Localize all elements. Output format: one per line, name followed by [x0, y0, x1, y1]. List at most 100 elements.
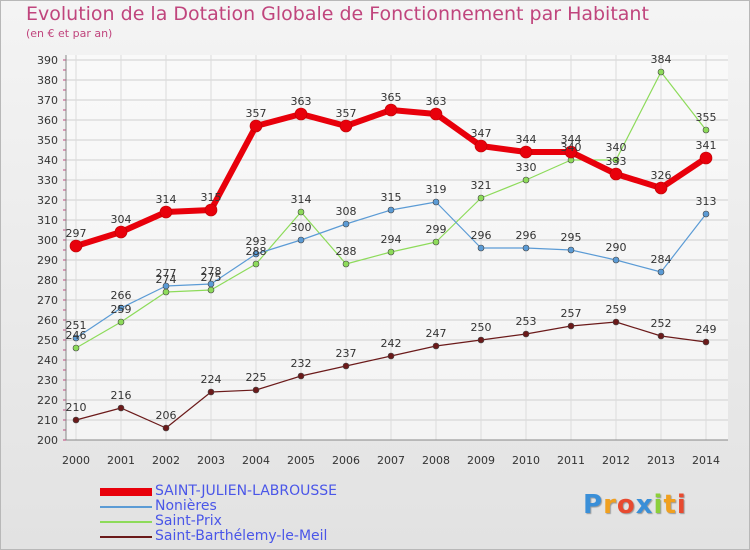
data-point — [204, 203, 218, 217]
data-label: 288 — [336, 245, 357, 258]
data-label: 344 — [516, 133, 537, 146]
data-label: 259 — [606, 303, 627, 316]
legend-label: Nonières — [155, 498, 217, 514]
data-point — [477, 336, 485, 344]
y-tick-label: 230 — [37, 374, 58, 387]
y-tick-label: 380 — [37, 74, 58, 87]
data-label: 308 — [336, 205, 357, 218]
y-tick-label: 220 — [37, 394, 58, 407]
data-point — [384, 103, 398, 117]
data-label: 266 — [111, 289, 132, 302]
data-point — [207, 280, 215, 288]
data-label: 304 — [111, 213, 132, 226]
data-label: 247 — [426, 327, 447, 340]
data-label: 341 — [696, 139, 717, 152]
logo-letter: x — [635, 490, 654, 520]
data-label: 294 — [381, 233, 402, 246]
data-label: 355 — [696, 111, 717, 124]
x-tick-label: 2004 — [242, 454, 270, 467]
data-point — [702, 210, 710, 218]
y-tick-label: 360 — [37, 114, 58, 127]
data-label: 232 — [291, 357, 312, 370]
x-tick-label: 2000 — [62, 454, 90, 467]
data-point — [207, 286, 215, 294]
data-point — [429, 107, 443, 121]
legend-label: Saint-Barthélemy-le-Meil — [155, 528, 328, 544]
data-label: 326 — [651, 169, 672, 182]
y-tick-label: 260 — [37, 314, 58, 327]
data-point — [522, 330, 530, 338]
data-point — [699, 151, 713, 165]
data-point — [564, 145, 578, 159]
proxiti-logo: Proxiti — [583, 490, 687, 520]
x-tick-label: 2012 — [602, 454, 630, 467]
data-label: 340 — [561, 141, 582, 154]
data-point — [432, 238, 440, 246]
logo-letter: P — [583, 490, 604, 520]
data-label: 296 — [516, 229, 537, 242]
y-tick-label: 350 — [37, 134, 58, 147]
data-point — [207, 388, 215, 396]
data-label: 251 — [66, 319, 87, 332]
data-point — [342, 220, 350, 228]
data-point — [567, 322, 575, 330]
y-tick-label: 330 — [37, 174, 58, 187]
x-tick-label: 2009 — [467, 454, 495, 467]
x-tick-label: 2010 — [512, 454, 540, 467]
data-point — [249, 119, 263, 133]
data-point — [522, 244, 530, 252]
data-label: 319 — [426, 183, 447, 196]
data-point — [297, 372, 305, 380]
logo-letter: i — [653, 490, 664, 520]
data-point — [72, 334, 80, 342]
y-tick-label: 310 — [37, 214, 58, 227]
y-tick-label: 210 — [37, 414, 58, 427]
data-label: 253 — [516, 315, 537, 328]
data-label: 242 — [381, 337, 402, 350]
data-label: 225 — [246, 371, 267, 384]
data-label: 340 — [606, 141, 627, 154]
data-label: 278 — [201, 265, 222, 278]
data-label: 357 — [246, 107, 267, 120]
data-label: 321 — [471, 179, 492, 192]
legend-label: SAINT-JULIEN-LABROUSSE — [155, 483, 338, 499]
data-point — [519, 145, 533, 159]
data-label: 314 — [291, 193, 312, 206]
data-label: 313 — [696, 195, 717, 208]
data-label: 363 — [291, 95, 312, 108]
data-label: 250 — [471, 321, 492, 334]
y-tick-label: 300 — [37, 234, 58, 247]
data-label: 384 — [651, 53, 672, 66]
data-point — [117, 304, 125, 312]
data-point — [702, 338, 710, 346]
data-label: 344 — [561, 133, 582, 146]
data-label: 246 — [66, 329, 87, 342]
data-label: 290 — [606, 241, 627, 254]
data-label: 249 — [696, 323, 717, 336]
logo-letter: t — [663, 490, 677, 520]
data-point — [477, 244, 485, 252]
data-point — [474, 139, 488, 153]
data-label: 314 — [156, 193, 177, 206]
y-tick-label: 320 — [37, 194, 58, 207]
legend-swatch — [100, 521, 152, 523]
data-point — [657, 68, 665, 76]
data-label: 299 — [426, 223, 447, 236]
data-point — [252, 250, 260, 258]
data-point — [612, 156, 620, 164]
y-tick-label: 390 — [37, 54, 58, 67]
data-point — [252, 386, 260, 394]
data-label: 296 — [471, 229, 492, 242]
data-point — [162, 282, 170, 290]
data-label: 257 — [561, 307, 582, 320]
data-point — [117, 404, 125, 412]
y-tick-label: 280 — [37, 274, 58, 287]
data-point — [297, 236, 305, 244]
data-point — [477, 194, 485, 202]
data-label: 206 — [156, 409, 177, 422]
data-label: 333 — [606, 155, 627, 168]
data-point — [162, 288, 170, 296]
data-label: 277 — [156, 267, 177, 280]
x-tick-label: 2011 — [557, 454, 585, 467]
data-label: 330 — [516, 161, 537, 174]
